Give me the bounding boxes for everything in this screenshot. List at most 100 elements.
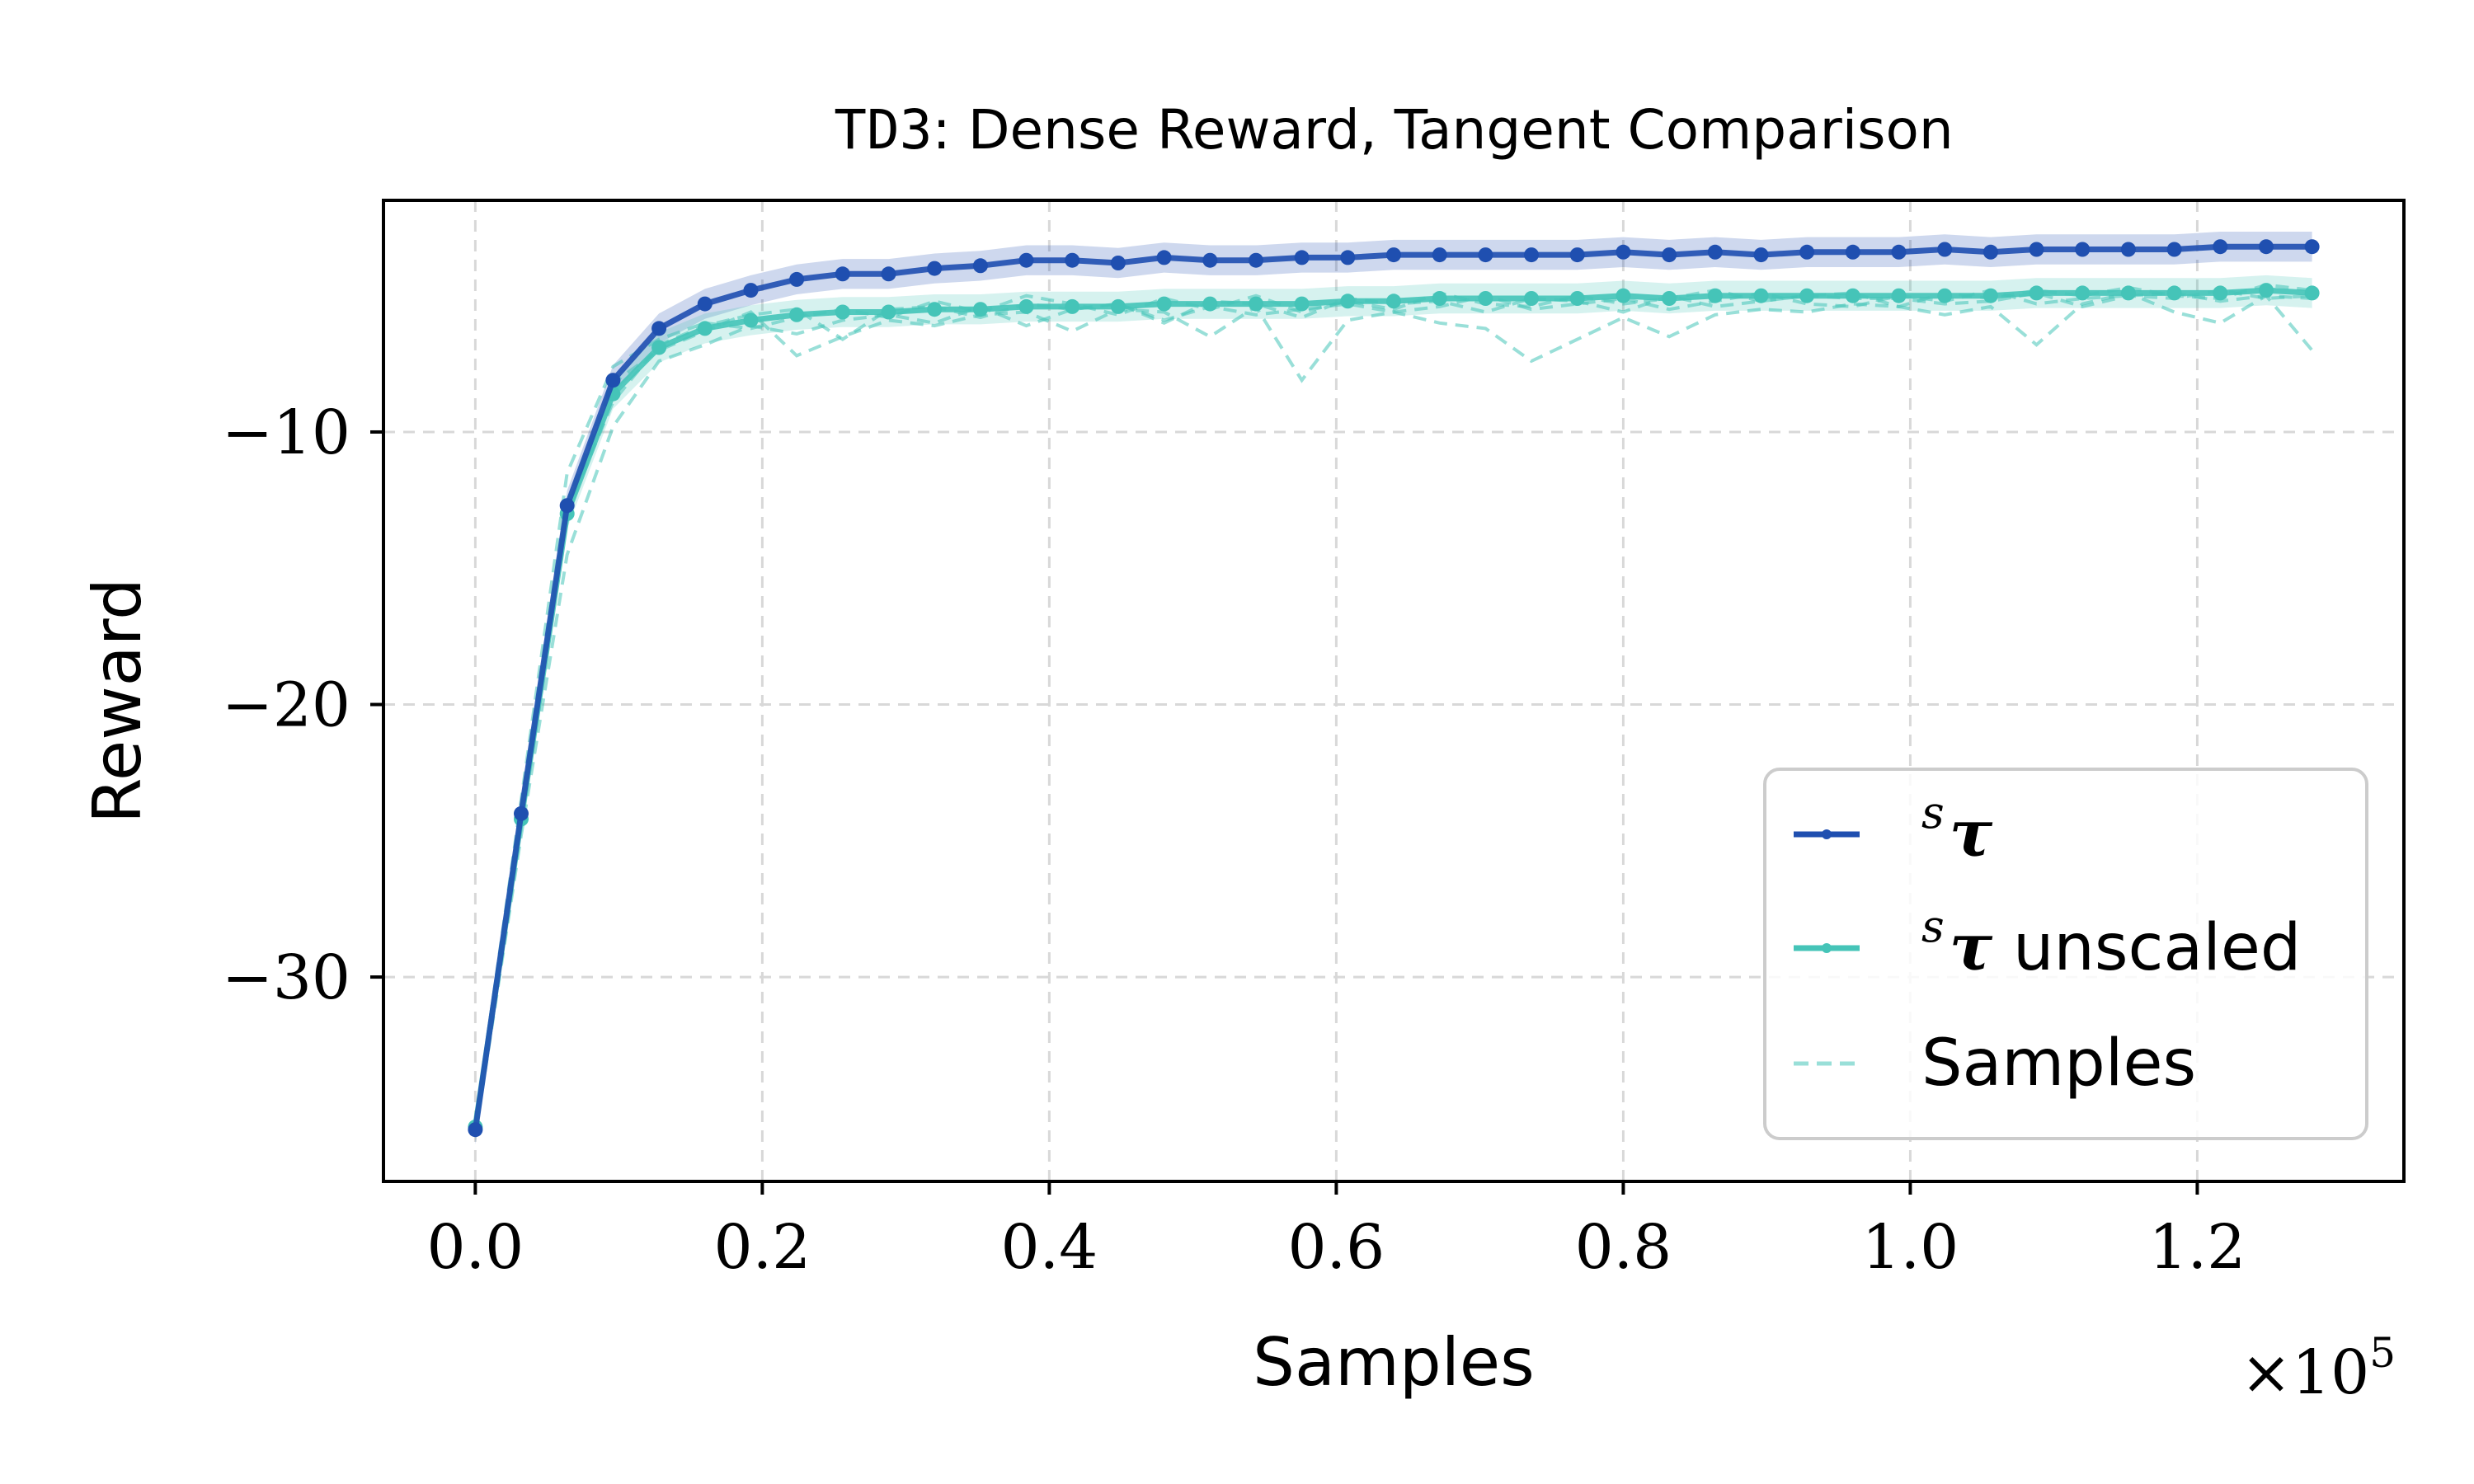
series-1-point — [1937, 242, 1953, 257]
legend-item-samples: Samples — [1794, 1026, 2196, 1101]
series-2-point — [835, 304, 850, 320]
series-1-point — [2304, 239, 2320, 255]
series-2-point — [1569, 291, 1585, 306]
x-axis: 0.0 0.2 0.4 0.6 0.8 1.0 1.2 — [427, 1181, 2246, 1283]
series-2-point — [2166, 285, 2182, 301]
legend-label-series-2-suffix: unscaled — [1992, 911, 2301, 985]
x-tick-label: 0.0 — [427, 1212, 524, 1283]
series-2-point — [1524, 291, 1539, 306]
series-1-point — [1753, 247, 1769, 263]
series-2-point — [2075, 285, 2091, 301]
y-tick-label: −30 — [222, 942, 350, 1013]
series-1-point — [835, 266, 850, 282]
x-axis-label: Samples — [1253, 1324, 1535, 1401]
x-tick-label: 0.4 — [1001, 1212, 1098, 1283]
series-2-point — [1616, 288, 1631, 303]
series-1-point — [1340, 250, 1356, 265]
series-2-point — [1110, 298, 1126, 314]
series-1-point — [2259, 239, 2274, 255]
series-1-point — [605, 373, 621, 388]
x-axis-multiplier: ×105 — [2241, 1329, 2396, 1408]
series-2-point — [1753, 288, 1769, 303]
series-2-point — [1065, 298, 1080, 314]
series-2-point — [1799, 288, 1815, 303]
series-1-point — [927, 261, 943, 276]
series-2-point — [1340, 294, 1356, 309]
x-tick-label: 0.6 — [1288, 1212, 1385, 1283]
series-2-point — [743, 312, 759, 328]
series-1-point — [1294, 250, 1310, 265]
series-2-point — [2304, 285, 2320, 301]
legend-marker-series-2 — [1822, 943, 1832, 953]
series-1-point — [1249, 252, 1263, 268]
series-2-point — [1156, 296, 1172, 312]
chart-title: TD3: Dense Reward, Tangent Comparison — [834, 98, 1953, 162]
x-tick-label: 1.0 — [1862, 1212, 1959, 1283]
series-2-point — [1662, 291, 1677, 306]
series-1-point — [743, 283, 759, 298]
series-1-point — [1982, 244, 1998, 260]
series-1-point — [1432, 247, 1447, 263]
y-axis: −10 −20 −30 — [222, 397, 383, 1013]
legend-label-series-1: sτ — [1921, 787, 1993, 871]
series-2-point — [2120, 285, 2136, 301]
series-1-point — [2213, 239, 2228, 255]
series-1-point — [514, 805, 529, 821]
series-2-point — [1982, 288, 1998, 303]
legend-label-series-2-main: τ — [1950, 910, 1993, 985]
x-tick-label: 1.2 — [2149, 1212, 2246, 1283]
series-1-point — [972, 258, 988, 274]
series-1-point — [2166, 242, 2182, 257]
series-2-point — [1249, 296, 1263, 312]
series-2-point — [651, 340, 667, 355]
series-2-point — [972, 302, 988, 317]
x-tick-label: 0.2 — [714, 1212, 811, 1283]
plot-area — [382, 199, 2406, 1183]
series-1-point — [1110, 256, 1126, 270]
series-2-point — [2259, 283, 2274, 298]
legend-label-samples: Samples — [1921, 1026, 2196, 1101]
x-axis-multiplier-exponent: 5 — [2369, 1329, 2396, 1377]
series-2-point — [1294, 296, 1310, 312]
series-1-point — [2075, 242, 2091, 257]
series-2-point — [789, 307, 805, 322]
series-2-point — [2213, 285, 2228, 301]
series-2-point — [927, 302, 943, 317]
legend-label-series-2-sup: s — [1921, 900, 1945, 952]
series-1-point — [1156, 250, 1172, 265]
series-2-point — [1707, 288, 1723, 303]
series-1-point — [1478, 247, 1493, 263]
y-tick-label: −20 — [222, 670, 350, 741]
series-1-point — [1386, 247, 1401, 263]
series-1-point — [559, 498, 575, 514]
series-1-point — [1616, 244, 1631, 260]
series-1-point — [2120, 242, 2136, 257]
series-1-point — [1202, 252, 1218, 268]
x-tick-label: 0.8 — [1575, 1212, 1672, 1283]
series-1-point — [1524, 247, 1539, 263]
legend-item-series-1: sτ — [1794, 787, 1993, 871]
series-1-point — [1569, 247, 1585, 263]
series-2-point — [1891, 288, 1907, 303]
plot-frame — [382, 199, 2406, 1183]
sample-run-3 — [473, 291, 2314, 1122]
series-2-point — [1845, 288, 1860, 303]
legend-box — [1763, 768, 2368, 1140]
series-1-point — [1065, 252, 1080, 268]
legend-label-series-2: sτ unscaled — [1921, 900, 2301, 985]
series-2-point — [1937, 288, 1953, 303]
series-1-point — [1891, 244, 1907, 260]
series-1-point — [789, 271, 805, 287]
series-1-point — [1799, 244, 1815, 260]
series-1-point — [1662, 247, 1677, 263]
series-2-point — [1202, 296, 1218, 312]
legend-label-series-1-sup: s — [1921, 787, 1945, 838]
series-1-point — [697, 296, 713, 312]
legend-item-series-2: sτ unscaled — [1794, 900, 2301, 985]
series-1-point — [651, 321, 667, 336]
series-2-point — [881, 304, 896, 320]
series-2-point — [1386, 294, 1401, 309]
chart-title-code: TD3 — [834, 98, 932, 162]
